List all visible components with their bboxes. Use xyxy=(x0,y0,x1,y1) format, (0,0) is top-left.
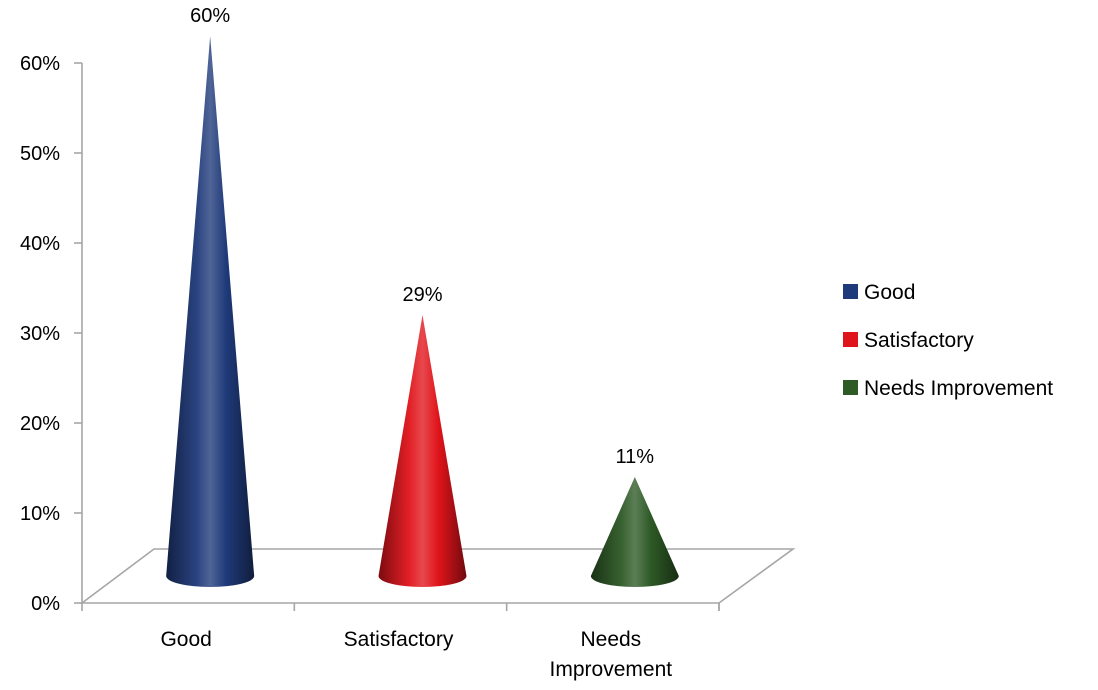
cone-good xyxy=(166,36,255,588)
cone-satisfactory xyxy=(378,315,467,588)
category-axis-tick-marks xyxy=(81,603,720,611)
category-label-needs-improvement: Needs Improvement xyxy=(550,628,673,681)
value-axis-tick-label: 40% xyxy=(20,233,60,255)
cone-series xyxy=(166,36,679,588)
category-axis-labels: Good Satisfactory Needs Improvement xyxy=(160,628,672,681)
data-labels: 60% 29% 11% xyxy=(190,5,654,468)
legend-label-good: Good xyxy=(864,281,915,304)
legend: Good Satisfactory Needs Improvement xyxy=(843,281,1053,400)
data-label-satisfactory: 29% xyxy=(402,284,442,306)
value-axis-tick-label: 0% xyxy=(31,593,60,615)
category-label-satisfactory: Satisfactory xyxy=(344,628,454,651)
value-axis-tick-label: 20% xyxy=(20,413,60,435)
value-axis-tick-label: 30% xyxy=(20,323,60,345)
category-label-good: Good xyxy=(160,628,211,651)
value-axis-tick-label: 60% xyxy=(20,53,60,75)
value-axis-tick-labels: 0% 10% 20% 30% 40% 50% 60% xyxy=(20,53,82,615)
value-axis-tick-label: 10% xyxy=(20,503,60,525)
legend-label-needs-improvement: Needs Improvement xyxy=(864,377,1053,400)
legend-label-satisfactory: Satisfactory xyxy=(864,329,974,352)
data-label-good: 60% xyxy=(190,5,230,27)
cone-needs-improvement xyxy=(590,477,679,588)
data-label-needs-improvement: 11% xyxy=(616,446,655,468)
legend-swatch-satisfactory xyxy=(843,332,858,347)
value-axis-tick-label: 50% xyxy=(20,143,60,165)
legend-swatch-good xyxy=(843,284,858,299)
legend-swatch-needs-improvement xyxy=(843,380,858,395)
